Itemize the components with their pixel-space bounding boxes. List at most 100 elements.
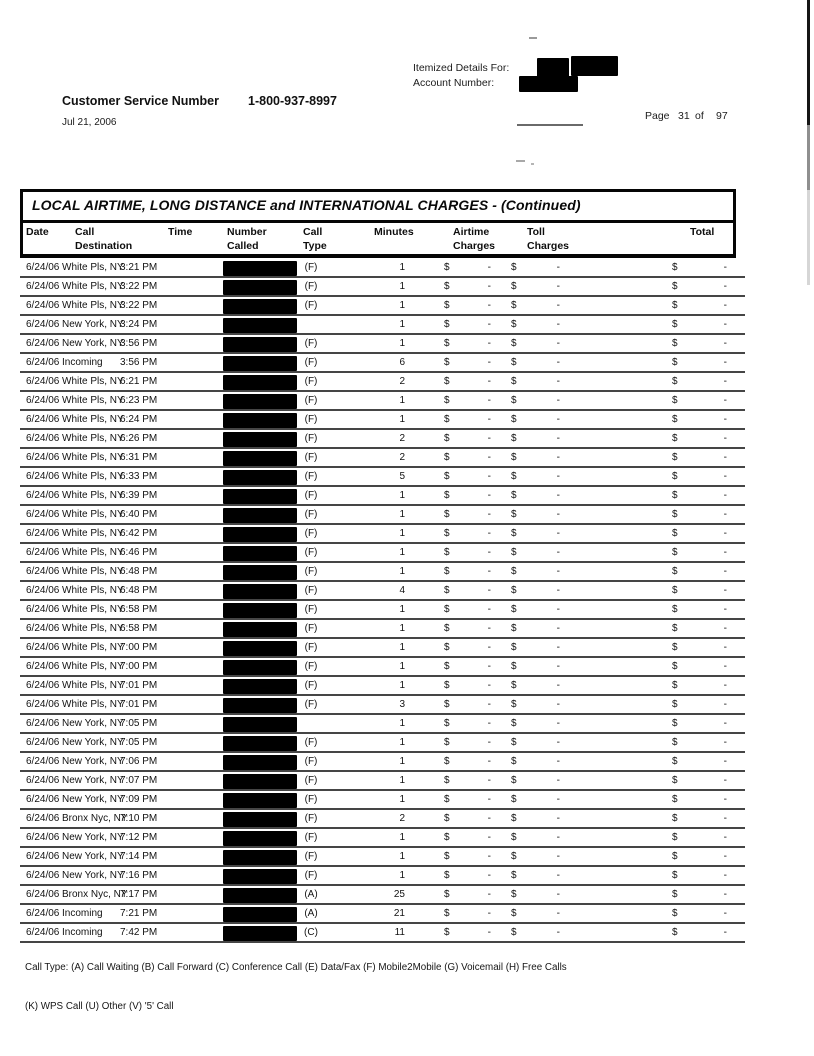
cell-minutes: 1 — [399, 737, 405, 748]
cell-date: 6/24/06 — [26, 775, 60, 786]
cell-airtime-charges: - — [487, 642, 491, 653]
column-header-time: Time — [168, 226, 193, 238]
cell-toll-charges: - — [556, 756, 560, 767]
cell-toll-charges: - — [556, 680, 560, 691]
cell-call-destination: White Pls, NY — [62, 528, 124, 539]
cell-toll-charges: - — [556, 604, 560, 615]
call-type-legend-line1: Call Type: (A) Call Waiting (B) Call For… — [25, 962, 567, 973]
total-currency-symbol: $ — [672, 452, 678, 463]
cell-airtime-charges: - — [487, 851, 491, 862]
table-row: 6/24/06 New York, NY 7:16 PM (F) 1 $ - $… — [20, 867, 745, 886]
cell-call-destination: White Pls, NY — [62, 585, 124, 596]
signature-line — [517, 124, 583, 126]
toll-currency-symbol: $ — [511, 528, 517, 539]
cell-call-type: (F) — [304, 338, 318, 349]
cell-call-type: (F) — [304, 737, 318, 748]
cell-minutes: 1 — [399, 680, 405, 691]
scan-artifact — [531, 163, 534, 165]
cell-minutes: 1 — [399, 832, 405, 843]
redacted-number-called-bar — [223, 830, 297, 846]
cell-minutes: 1 — [399, 395, 405, 406]
redacted-number-called-bar — [223, 640, 297, 656]
total-currency-symbol: $ — [672, 471, 678, 482]
table-row: 6/24/06 New York, NY 7:05 PM (F) 1 $ - $… — [20, 734, 745, 753]
cell-call-destination: White Pls, NY — [62, 509, 124, 520]
cell-time: 6:48 PM — [120, 566, 158, 577]
redacted-number-called-bar — [223, 393, 297, 409]
cell-minutes: 4 — [399, 585, 405, 596]
redacted-number-called-bar — [223, 659, 297, 675]
cell-airtime-charges: - — [487, 452, 491, 463]
cell-time: 6:46 PM — [120, 547, 158, 558]
toll-currency-symbol: $ — [511, 661, 517, 672]
cell-date: 6/24/06 — [26, 813, 60, 824]
cell-call-destination: White Pls, NY — [62, 262, 124, 273]
table-row: 6/24/06 White Pls, NY 6:31 PM (F) 2 $ - … — [20, 449, 745, 468]
total-currency-symbol: $ — [672, 300, 678, 311]
redacted-number-called-bar — [223, 773, 297, 789]
cell-minutes: 1 — [399, 338, 405, 349]
cell-airtime-charges: - — [487, 433, 491, 444]
cell-date: 6/24/06 — [26, 908, 60, 919]
table-row: 6/24/06 White Pls, NY 7:01 PM (F) 1 $ - … — [20, 677, 745, 696]
cell-time: 6:24 PM — [120, 414, 158, 425]
cell-time: 3:22 PM — [120, 300, 158, 311]
cell-minutes: 1 — [399, 509, 405, 520]
toll-currency-symbol: $ — [511, 832, 517, 843]
cell-total: - — [723, 585, 727, 596]
cell-call-destination: White Pls, NY — [62, 395, 124, 406]
cell-call-destination: White Pls, NY — [62, 471, 124, 482]
cell-toll-charges: - — [556, 832, 560, 843]
cell-date: 6/24/06 — [26, 680, 60, 691]
cell-call-type: (F) — [304, 832, 318, 843]
cell-time: 6:33 PM — [120, 471, 158, 482]
table-row: 6/24/06 White Pls, NY 7:00 PM (F) 1 $ - … — [20, 658, 745, 677]
table-row: 6/24/06 White Pls, NY 3:21 PM (F) 1 $ - … — [20, 259, 745, 278]
cell-date: 6/24/06 — [26, 737, 60, 748]
cell-date: 6/24/06 — [26, 528, 60, 539]
airtime-currency-symbol: $ — [444, 813, 450, 824]
redacted-number-called-bar — [223, 792, 297, 808]
cell-time: 6:40 PM — [120, 509, 158, 520]
redacted-customer-name-bar — [571, 56, 618, 76]
column-header-line: Call — [303, 226, 323, 238]
total-currency-symbol: $ — [672, 490, 678, 501]
customer-service-number: 1-800-937-8997 — [248, 94, 337, 108]
cell-date: 6/24/06 — [26, 338, 60, 349]
total-currency-symbol: $ — [672, 623, 678, 634]
airtime-currency-symbol: $ — [444, 851, 450, 862]
cell-airtime-charges: - — [487, 528, 491, 539]
cell-call-type: (A) — [304, 889, 318, 900]
total-currency-symbol: $ — [672, 908, 678, 919]
cell-toll-charges: - — [556, 528, 560, 539]
redacted-number-called-bar — [223, 469, 297, 485]
cell-call-destination: White Pls, NY — [62, 642, 124, 653]
table-title: LOCAL AIRTIME, LONG DISTANCE and INTERNA… — [32, 197, 581, 213]
cell-call-type: (F) — [304, 528, 318, 539]
redacted-number-called-bar — [223, 716, 297, 732]
toll-currency-symbol: $ — [511, 927, 517, 938]
toll-currency-symbol: $ — [511, 813, 517, 824]
table-row: 6/24/06 White Pls, NY 6:33 PM (F) 5 $ - … — [20, 468, 745, 487]
account-number-label: Account Number: — [413, 77, 495, 89]
toll-currency-symbol: $ — [511, 262, 517, 273]
cell-call-destination: Bronx Nyc, NY — [62, 889, 128, 900]
airtime-currency-symbol: $ — [444, 395, 450, 406]
cell-call-type: (F) — [304, 547, 318, 558]
cell-time: 6:58 PM — [120, 623, 158, 634]
cell-toll-charges: - — [556, 775, 560, 786]
table-row: 6/24/06 New York, NY 7:05 PM 1 $ - $ - $… — [20, 715, 745, 734]
column-header-total: Total — [690, 226, 715, 238]
cell-time: 6:58 PM — [120, 604, 158, 615]
column-header-minutes: Minutes — [374, 226, 414, 238]
cell-minutes: 1 — [399, 319, 405, 330]
cell-date: 6/24/06 — [26, 661, 60, 672]
cell-time: 6:39 PM — [120, 490, 158, 501]
table-row: 6/24/06 White Pls, NY 6:46 PM (F) 1 $ - … — [20, 544, 745, 563]
toll-currency-symbol: $ — [511, 870, 517, 881]
redacted-number-called-bar — [223, 735, 297, 751]
table-row: 6/24/06 Incoming 3:56 PM (F) 6 $ - $ - $… — [20, 354, 745, 373]
cell-airtime-charges: - — [487, 395, 491, 406]
cell-airtime-charges: - — [487, 585, 491, 596]
cell-airtime-charges: - — [487, 889, 491, 900]
